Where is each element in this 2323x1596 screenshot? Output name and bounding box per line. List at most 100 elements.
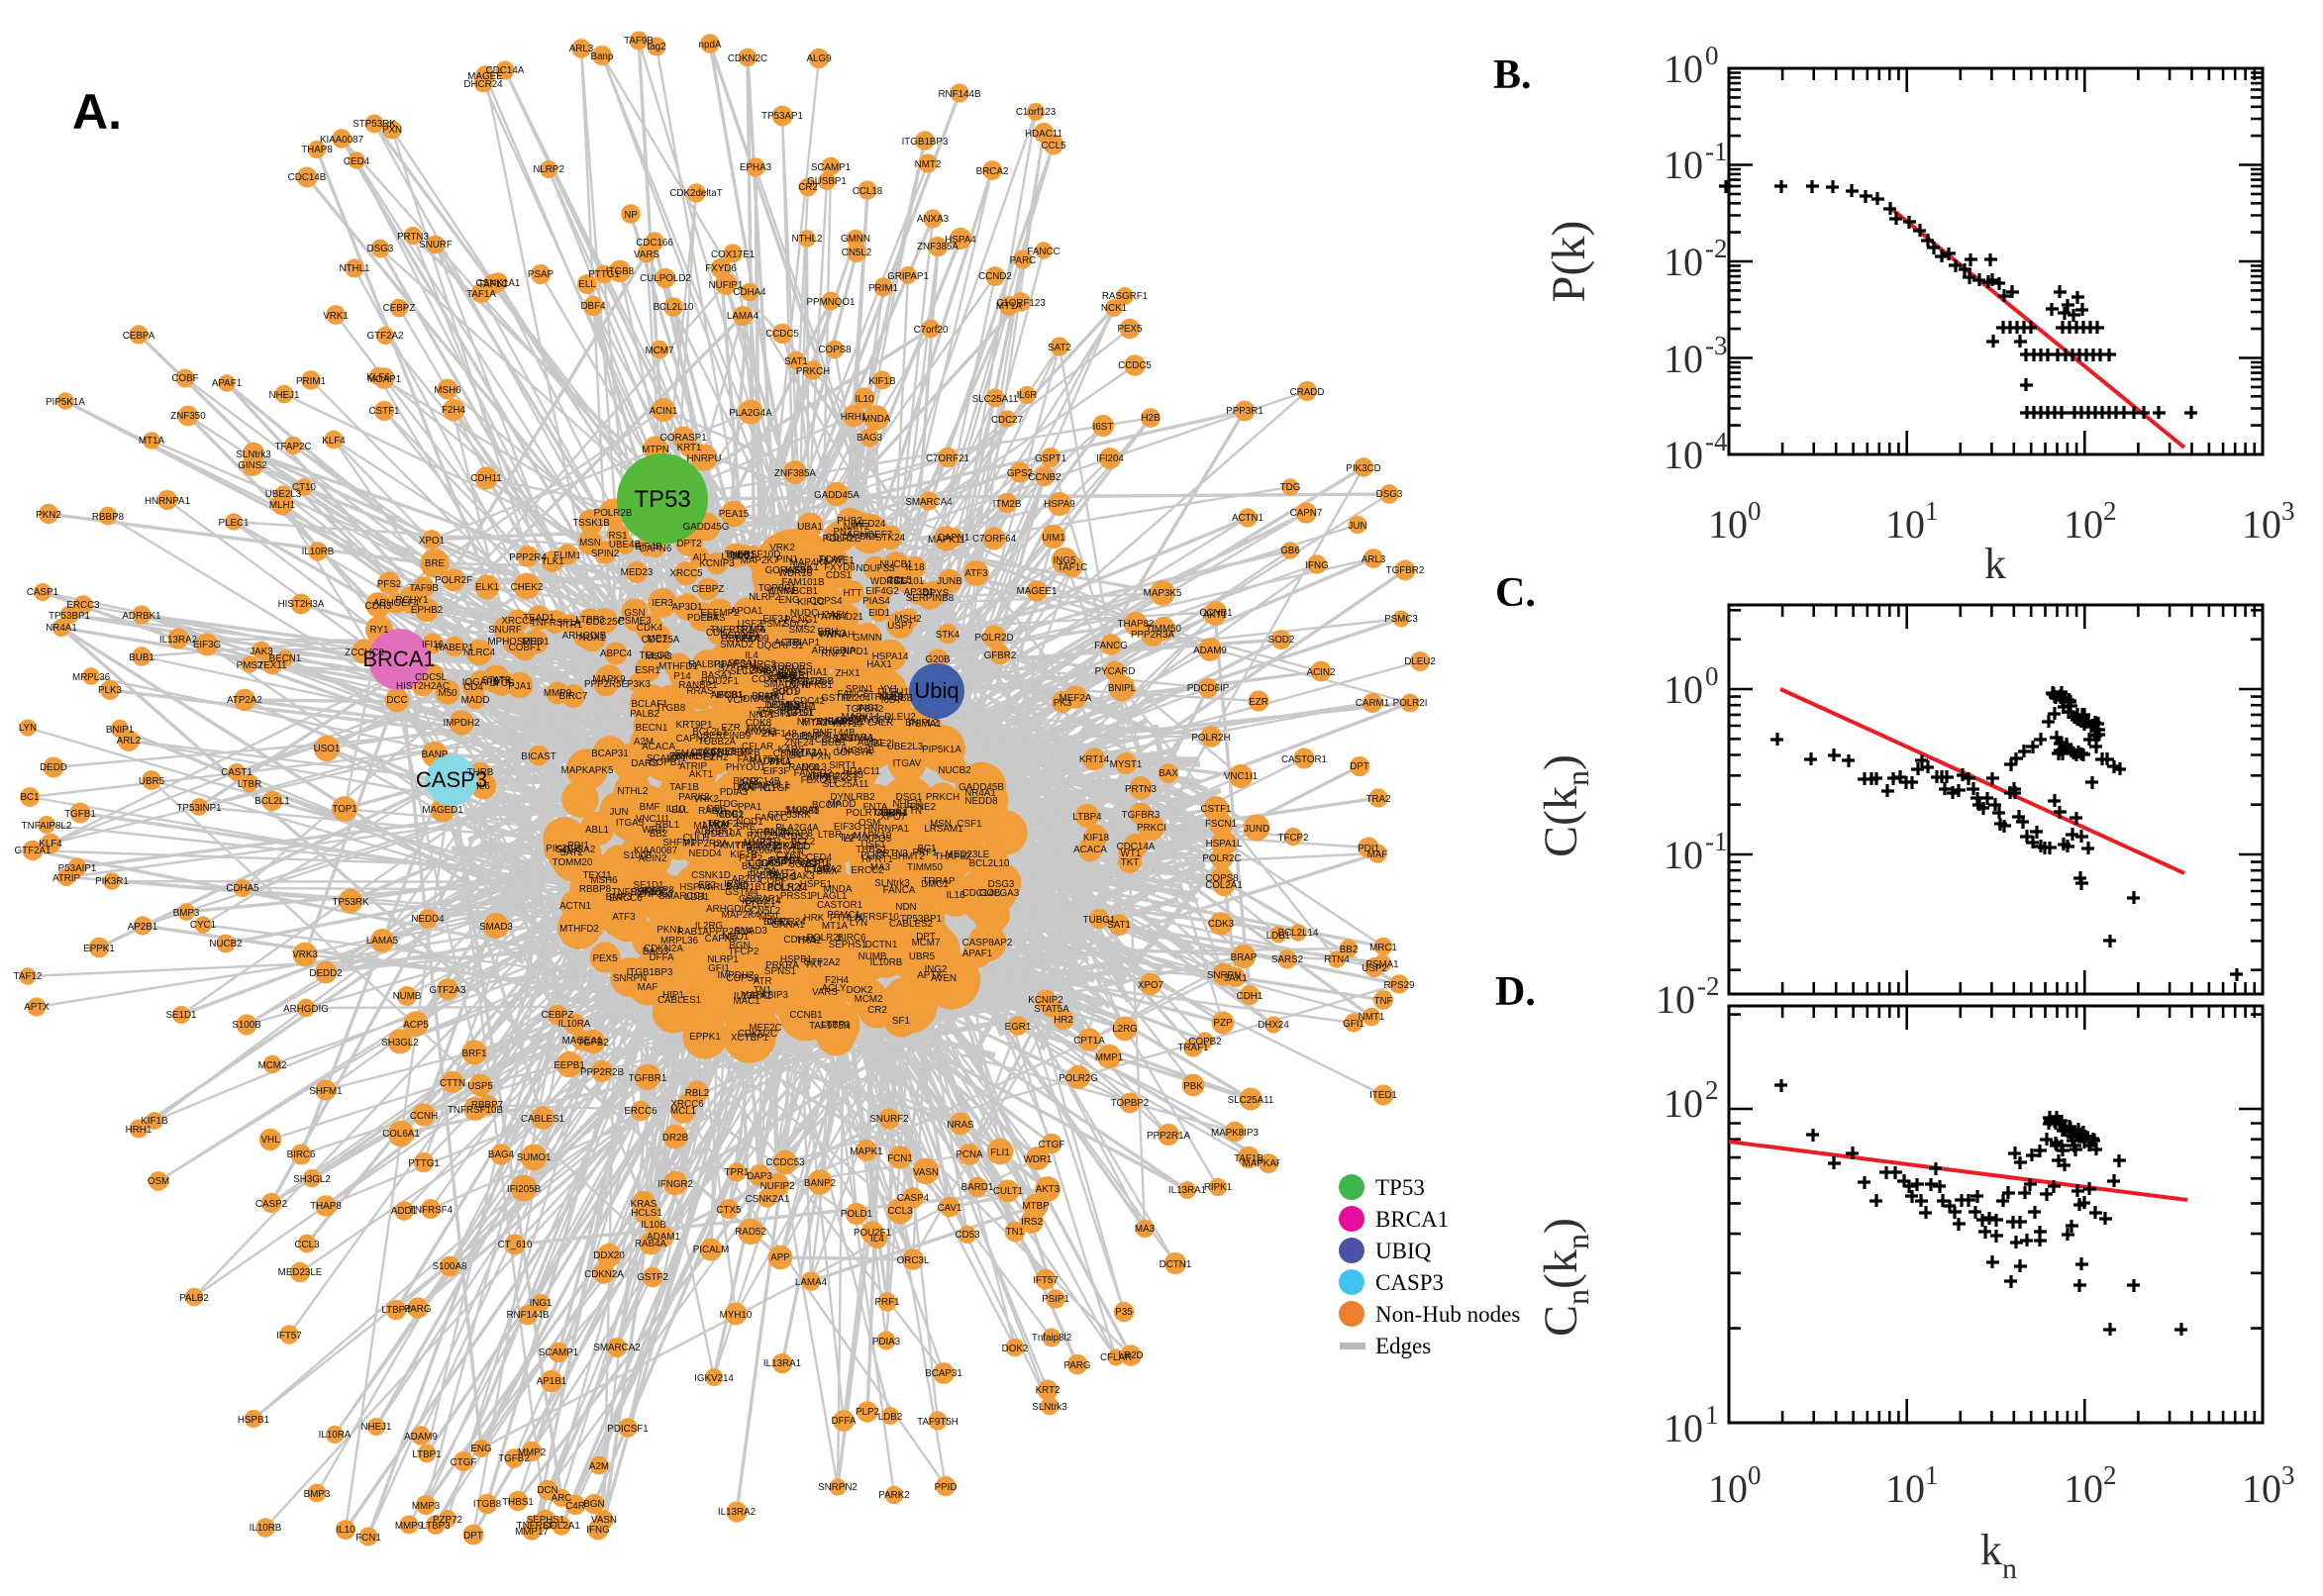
svg-text:CDK5R1: CDK5R1	[691, 748, 730, 758]
svg-text:ITGB1BP3: ITGB1BP3	[627, 967, 673, 978]
svg-text:GSTF2: GSTF2	[637, 1272, 668, 1283]
svg-text:POU2F1: POU2F1	[854, 1228, 891, 1239]
svg-text:EIF2S1: EIF2S1	[826, 772, 858, 783]
svg-text:IFI16: IFI16	[422, 640, 445, 650]
svg-text:SMAD4: SMAD4	[763, 679, 797, 690]
svg-text:SARS2: SARS2	[828, 717, 859, 728]
svg-text:TIMM50: TIMM50	[907, 862, 943, 873]
svg-text:ARHGEF4: ARHGEF4	[373, 598, 420, 609]
svg-text:LDB1: LDB1	[685, 892, 710, 903]
svg-text:PIN1: PIN1	[776, 554, 798, 565]
svg-text:0: 0	[1748, 1460, 1762, 1490]
svg-text:PZP: PZP	[1213, 1018, 1233, 1029]
svg-text:ARHGDIG: ARHGDIG	[706, 904, 752, 915]
svg-text:CPT1A: CPT1A	[1073, 1036, 1105, 1047]
svg-text:BNIPL2: BNIPL2	[905, 718, 939, 729]
svg-text:NDUFS3: NDUFS3	[856, 563, 895, 574]
svg-text:FNTA: FNTA	[863, 802, 888, 813]
svg-text:RCHY1: RCHY1	[395, 595, 428, 606]
svg-text:CDK4: CDK4	[637, 623, 663, 634]
svg-text:LTBP4: LTBP4	[1072, 812, 1102, 823]
svg-text:DLEU1: DLEU1	[877, 687, 909, 698]
svg-text:PEA15: PEA15	[719, 509, 750, 520]
svg-text:AP1B1: AP1B1	[737, 882, 767, 893]
svg-text:CASP2: CASP2	[255, 1199, 287, 1210]
svg-text:CDC14A: CDC14A	[486, 65, 525, 76]
svg-text:CDC5L: CDC5L	[415, 672, 448, 683]
svg-text:PSAP: PSAP	[528, 269, 555, 280]
svg-text:PTHLH: PTHLH	[830, 913, 861, 924]
svg-text:SLC25A11: SLC25A11	[823, 779, 869, 790]
svg-text:SH3GL2: SH3GL2	[381, 1038, 419, 1048]
svg-text:TKT: TKT	[805, 959, 824, 970]
svg-text:1: 1	[1925, 496, 1939, 526]
svg-text:CEBPZ: CEBPZ	[383, 303, 416, 314]
svg-text:GPS2: GPS2	[1007, 468, 1033, 479]
svg-text:CDHA4: CDHA4	[874, 808, 908, 819]
svg-text:SNURF2: SNURF2	[869, 1114, 908, 1125]
svg-text:10: 10	[1664, 833, 1703, 877]
svg-text:MOAP1: MOAP1	[367, 374, 401, 385]
svg-text:ANXA3: ANXA3	[745, 727, 777, 738]
svg-text:KLF6: KLF6	[366, 372, 390, 383]
svg-text:CASP4: CASP4	[897, 1193, 930, 1204]
svg-text:10: 10	[1885, 1466, 1925, 1511]
svg-text:BNIP2: BNIP2	[764, 827, 792, 838]
svg-text:EIF3J: EIF3J	[762, 614, 788, 625]
svg-text:BMX: BMX	[816, 866, 838, 877]
svg-text:GMEB1: GMEB1	[776, 671, 810, 682]
svg-text:IGKV214: IGKV214	[742, 896, 781, 907]
svg-text:-1: -1	[1705, 137, 1728, 166]
svg-text:IL10: IL10	[855, 394, 874, 405]
svg-text:GUSBP1: GUSBP1	[807, 176, 847, 187]
svg-text:PBK: PBK	[1183, 1081, 1203, 1092]
svg-text:MCM2: MCM2	[855, 994, 883, 1005]
svg-text:TOPORS: TOPORS	[771, 661, 813, 672]
svg-text:RAD51L1: RAD51L1	[750, 756, 791, 767]
svg-text:0: 0	[1748, 496, 1762, 526]
svg-text:NEDD4: NEDD4	[411, 914, 445, 925]
svg-text:10: 10	[1664, 47, 1703, 91]
svg-text:S100B: S100B	[232, 1020, 261, 1031]
svg-text:JUND: JUND	[1244, 824, 1269, 835]
svg-text:HRH1: HRH1	[841, 412, 867, 423]
svg-text:SLC27A6: SLC27A6	[730, 666, 771, 677]
svg-text:UBIQ: UBIQ	[1375, 1239, 1432, 1263]
svg-text:BCL2L1: BCL2L1	[692, 727, 727, 738]
svg-text:JUN: JUN	[1348, 521, 1366, 532]
svg-text:PZP72: PZP72	[433, 1515, 462, 1526]
svg-text:BGN: BGN	[583, 1499, 604, 1510]
svg-text:ING1: ING1	[530, 1298, 553, 1309]
svg-text:C4R: C4R	[776, 671, 796, 682]
svg-text:TOPBP2: TOPBP2	[1111, 1098, 1149, 1109]
svg-text:TN1: TN1	[1006, 1227, 1025, 1238]
svg-text:C4R: C4R	[565, 1501, 585, 1512]
svg-text:IL13RA2: IL13RA2	[804, 864, 842, 875]
svg-text:CDC14B: CDC14B	[743, 776, 781, 787]
svg-text:NTHL2: NTHL2	[617, 786, 648, 797]
svg-text:BNIP1: BNIP1	[742, 861, 769, 872]
svg-text:TAF1B: TAF1B	[1234, 1153, 1263, 1164]
svg-text:NR4A1: NR4A1	[46, 623, 77, 634]
svg-text:PFS2: PFS2	[377, 579, 402, 590]
svg-text:ALG9: ALG9	[806, 53, 831, 64]
svg-text:ARL3: ARL3	[1362, 554, 1386, 565]
svg-text:BAT1: BAT1	[726, 881, 750, 892]
svg-text:RBBP8: RBBP8	[579, 884, 612, 895]
svg-text:LTBR: LTBR	[818, 830, 842, 841]
svg-text:CR2: CR2	[867, 1005, 887, 1016]
svg-text:LYN: LYN	[850, 918, 867, 929]
svg-text:Tnfaip8l2: Tnfaip8l2	[1032, 1333, 1071, 1344]
svg-text:PTGS2: PTGS2	[737, 665, 768, 676]
svg-text:EPHB2: EPHB2	[411, 605, 443, 616]
svg-text:COPS8: COPS8	[1205, 873, 1239, 884]
svg-text:TOPBP1: TOPBP1	[758, 583, 796, 594]
svg-text:HIPK1: HIPK1	[758, 692, 785, 703]
svg-text:CHD3: CHD3	[771, 673, 798, 684]
svg-text:CDC14B: CDC14B	[962, 888, 1001, 899]
svg-text:VNC1I1: VNC1I1	[636, 814, 669, 825]
svg-text:LAMA4: LAMA4	[795, 1277, 828, 1288]
svg-text:tag2: tag2	[647, 42, 665, 52]
svg-text:BMP3: BMP3	[173, 908, 200, 919]
svg-text:TNFRSF: TNFRSF	[517, 1521, 556, 1532]
